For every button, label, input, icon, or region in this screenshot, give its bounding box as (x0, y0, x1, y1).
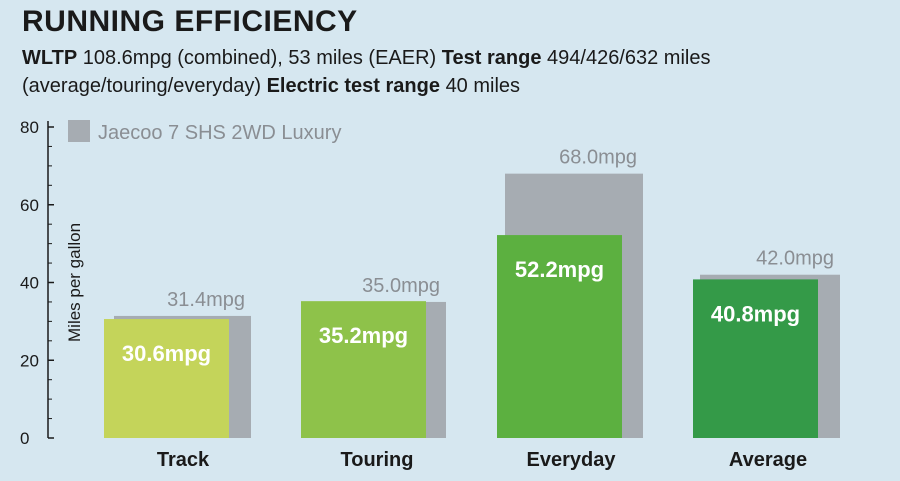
value-bar-touring (301, 301, 426, 438)
value-bar-track (104, 319, 229, 438)
bar-value-label: 40.8mpg (711, 301, 800, 326)
ref-value-label: 42.0mpg (756, 248, 834, 270)
bar-value-label: 52.2mpg (515, 257, 604, 282)
x-category-label: Everyday (527, 449, 617, 471)
test-range-value: 494/426/632 miles (average/touring/every… (22, 47, 711, 97)
ref-value-label: 68.0mpg (559, 147, 637, 169)
x-category-label: Track (157, 449, 210, 471)
bar-value-label: 30.6mpg (122, 341, 211, 366)
x-category-label: Average (729, 449, 807, 471)
chart-subtitle: WLTP 108.6mpg (combined), 53 miles (EAER… (22, 44, 882, 100)
chart-title: RUNNING EFFICIENCY (22, 5, 358, 38)
wltp-label: WLTP (22, 47, 78, 69)
legend-label: Jaecoo 7 SHS 2WD Luxury (98, 122, 341, 144)
y-tick-label: 80 (20, 118, 39, 137)
value-bar-average (693, 279, 818, 438)
ref-value-label: 35.0mpg (362, 275, 440, 297)
wltp-value: 108.6mpg (combined), 53 miles (EAER) (82, 47, 437, 69)
bar-value-label: 35.2mpg (319, 323, 408, 348)
electric-range-label: Electric test range (266, 75, 440, 97)
test-range-label: Test range (441, 47, 542, 69)
y-tick-label: 20 (20, 351, 39, 370)
y-tick-label: 40 (20, 274, 39, 293)
ref-value-label: 31.4mpg (167, 289, 245, 311)
y-axis-title: Miles per gallon (65, 223, 84, 342)
legend-swatch (68, 120, 90, 142)
y-tick-label: 60 (20, 196, 39, 215)
y-tick-label: 0 (20, 429, 29, 448)
electric-range-value: 40 miles (445, 75, 521, 97)
x-category-label: Touring (341, 449, 414, 471)
value-bar-everyday (497, 235, 622, 438)
